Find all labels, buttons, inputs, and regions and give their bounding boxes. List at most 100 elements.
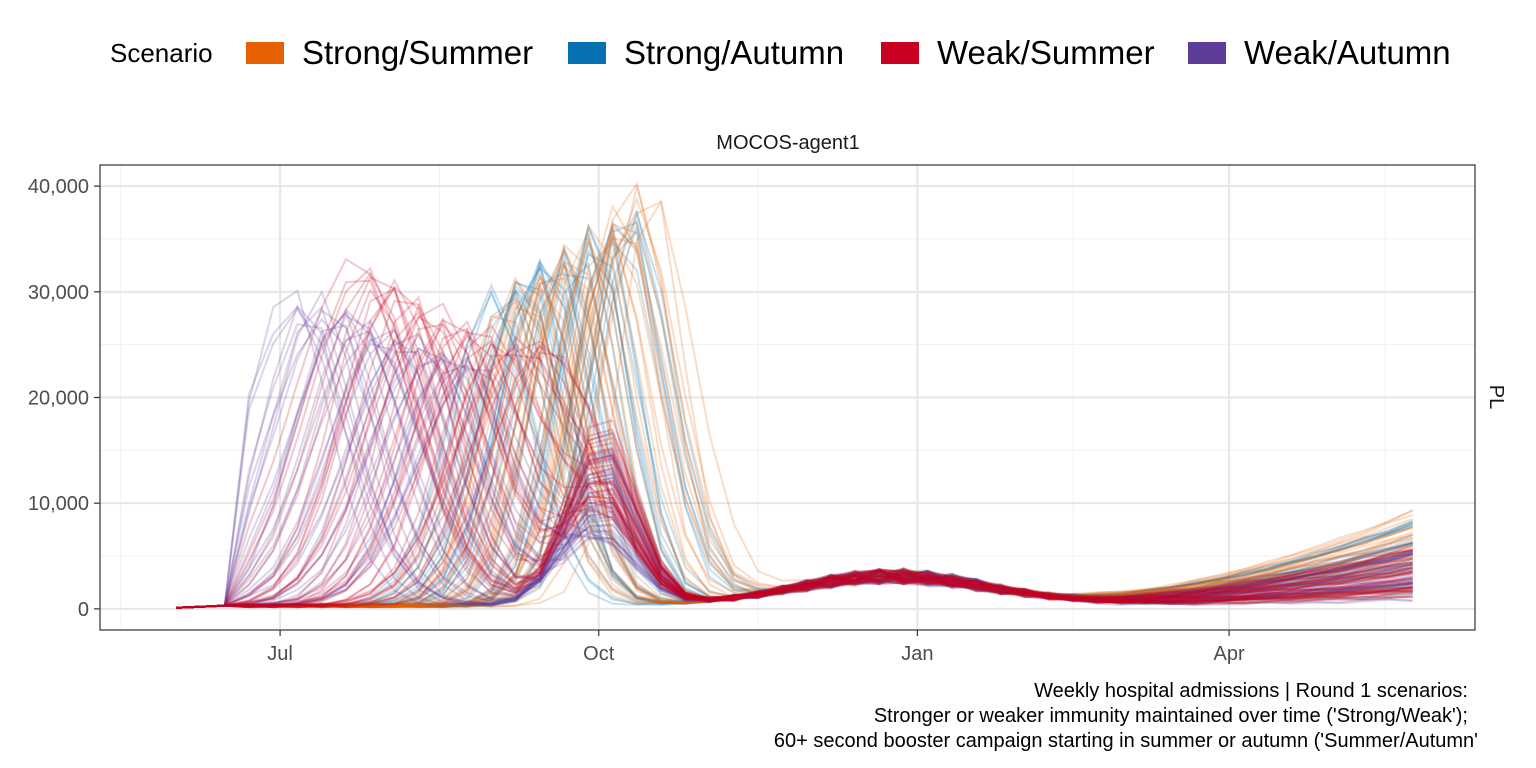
- trajectory-weak-summer: [176, 324, 1413, 609]
- trajectory-weak-summer: [176, 342, 1413, 609]
- panel-strip-top: MOCOS-agent1: [716, 132, 859, 154]
- trajectory-strong-summer: [176, 260, 1413, 609]
- trajectory-strong-autumn: [176, 245, 1413, 609]
- trajectory-weak-summer: [176, 331, 1413, 609]
- trajectory-weak-autumn: [176, 317, 1413, 609]
- trajectory-weak-autumn: [176, 339, 1413, 609]
- trajectory-weak-autumn: [176, 304, 1413, 609]
- y-tick-label: 10,000: [28, 493, 89, 515]
- trajectory-strong-summer: [176, 228, 1414, 609]
- trajectory-weak-autumn: [176, 364, 1413, 609]
- trajectory-weak-summer: [176, 342, 1413, 609]
- trajectory-strong-autumn: [176, 295, 1414, 609]
- trajectory-strong-autumn: [176, 249, 1414, 609]
- trajectory-weak-summer: [176, 341, 1413, 609]
- trajectory-weak-summer: [176, 285, 1413, 609]
- trajectory-strong-autumn: [176, 248, 1413, 609]
- trajectory-strong-autumn: [176, 223, 1413, 609]
- caption-line-2: Stronger or weaker immunity maintained o…: [874, 705, 1468, 727]
- trajectory-weak-autumn: [176, 329, 1413, 609]
- trajectory-weak-autumn: [176, 330, 1413, 609]
- trajectory-weak-autumn: [176, 352, 1413, 609]
- trajectory-weak-summer: [176, 271, 1413, 609]
- trajectory-weak-autumn: [176, 355, 1413, 609]
- trajectory-strong-autumn: [176, 261, 1413, 609]
- trajectory-strong-autumn: [176, 284, 1413, 609]
- trajectory-strong-summer: [176, 275, 1413, 609]
- trajectory-strong-autumn: [176, 273, 1413, 609]
- trajectory-strong-autumn: [176, 253, 1414, 609]
- trajectory-strong-autumn: [176, 233, 1413, 609]
- x-tick-label: Oct: [583, 643, 615, 665]
- trajectory-weak-summer: [176, 320, 1413, 609]
- trajectory-strong-summer: [176, 234, 1413, 609]
- trajectory-weak-autumn: [176, 314, 1413, 609]
- trajectory-weak-summer: [176, 345, 1413, 609]
- trajectory-strong-summer: [176, 260, 1413, 609]
- trajectory-weak-autumn: [176, 347, 1413, 609]
- trajectory-strong-summer: [176, 264, 1414, 609]
- trajectory-weak-summer: [176, 335, 1413, 609]
- x-tick-label: Jul: [267, 643, 293, 665]
- trajectory-weak-autumn: [176, 308, 1413, 609]
- trajectory-strong-autumn: [176, 289, 1414, 609]
- trajectory-strong-autumn: [176, 264, 1413, 609]
- trajectory-strong-autumn: [176, 288, 1413, 609]
- trajectory-weak-summer: [176, 334, 1413, 609]
- trajectory-strong-summer: [176, 277, 1414, 609]
- x-tick-label: Apr: [1214, 643, 1245, 665]
- trajectory-strong-autumn: [176, 221, 1413, 609]
- trajectory-strong-autumn: [176, 239, 1413, 609]
- trajectory-strong-autumn: [176, 223, 1414, 609]
- trajectory-weak-summer: [176, 303, 1413, 609]
- caption: Weekly hospital admissions | Round 1 sce…: [774, 680, 1478, 752]
- trajectory-strong-summer: [176, 261, 1413, 609]
- trajectory-weak-summer: [176, 322, 1413, 609]
- trajectory-strong-summer: [176, 237, 1413, 609]
- trajectory-strong-summer: [176, 200, 1413, 609]
- trajectory-strong-summer: [176, 236, 1413, 609]
- trajectory-weak-autumn: [176, 342, 1413, 609]
- trajectory-strong-summer: [176, 297, 1413, 609]
- trajectory-weak-autumn: [176, 350, 1413, 609]
- trajectory-strong-autumn: [176, 282, 1413, 609]
- trajectory-weak-summer: [176, 287, 1413, 609]
- legend-entry-strong-autumn: Strong/Autumn: [568, 34, 844, 71]
- trajectory-strong-autumn: [176, 257, 1413, 609]
- y-tick-label: 40,000: [28, 176, 89, 198]
- x-axis: Jul Oct Jan Apr: [267, 630, 1245, 665]
- trajectory-strong-summer: [176, 246, 1413, 609]
- trajectory-strong-summer: [176, 314, 1414, 609]
- trajectory-weak-summer: [176, 327, 1413, 609]
- trajectory-strong-autumn: [176, 288, 1414, 609]
- trajectory-weak-autumn: [176, 319, 1413, 609]
- trajectory-weak-summer: [176, 353, 1413, 609]
- legend-title: Scenario: [110, 38, 213, 68]
- trajectory-strong-summer: [176, 196, 1413, 609]
- trajectory-weak-summer: [176, 288, 1413, 609]
- legend-swatch-weak-autumn: [1188, 42, 1226, 64]
- trajectory-strong-summer: [176, 281, 1413, 609]
- trajectory-weak-autumn: [176, 359, 1413, 609]
- trajectory-strong-autumn: [176, 264, 1413, 609]
- trajectory-strong-summer: [176, 217, 1414, 609]
- legend-label-strong-summer: Strong/Summer: [302, 34, 533, 71]
- trajectory-weak-summer: [176, 340, 1413, 609]
- trajectory-strong-summer: [176, 289, 1414, 609]
- trajectory-strong-summer: [176, 300, 1413, 609]
- trajectory-strong-autumn: [176, 252, 1413, 609]
- trajectory-strong-summer: [176, 203, 1413, 609]
- trajectory-weak-summer: [176, 275, 1413, 609]
- trajectory-strong-summer: [176, 272, 1413, 609]
- trajectory-strong-summer: [176, 223, 1413, 609]
- trajectory-weak-summer: [176, 316, 1414, 609]
- trajectory-strong-summer: [176, 280, 1413, 609]
- trajectory-weak-autumn: [176, 332, 1413, 609]
- trajectory-weak-autumn: [176, 357, 1413, 609]
- legend-label-strong-autumn: Strong/Autumn: [624, 34, 844, 71]
- trajectory-strong-summer: [176, 181, 1413, 609]
- trajectory-weak-summer: [176, 323, 1414, 609]
- trajectory-strong-summer: [176, 240, 1413, 609]
- trajectory-strong-summer: [176, 198, 1413, 609]
